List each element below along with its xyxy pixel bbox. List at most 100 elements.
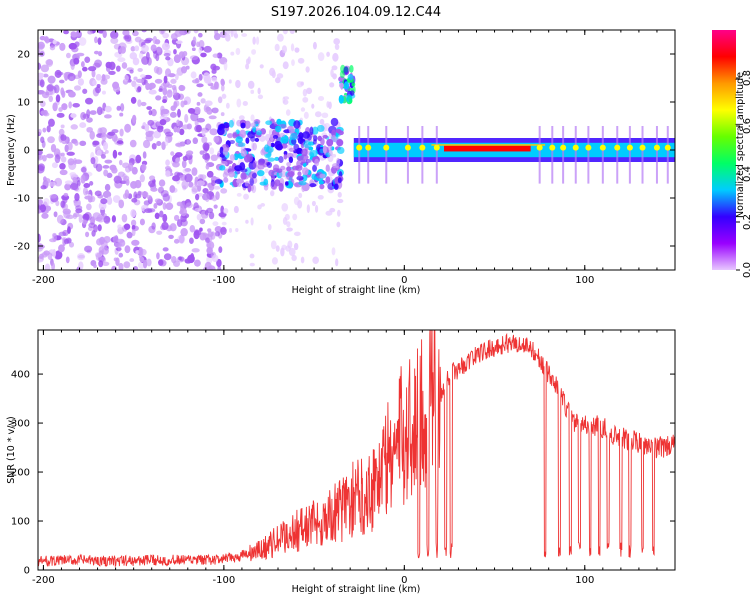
heatmap-cell	[144, 123, 150, 132]
heatmap-cell	[165, 56, 171, 61]
heatmap-cell	[266, 161, 273, 169]
heatmap-cell	[92, 79, 97, 86]
carrier-blob	[356, 144, 363, 151]
heatmap-cell	[291, 254, 297, 262]
heatmap-cell	[219, 146, 224, 155]
heatmap-cell	[164, 166, 171, 170]
colorbar-tick-label: 0.8	[742, 70, 750, 86]
heatmap-cell	[162, 247, 169, 252]
heatmap-cell	[228, 79, 232, 84]
heatmap-cell	[127, 162, 134, 172]
heatmap-cell	[58, 107, 63, 112]
heatmap-cell	[338, 130, 344, 136]
heatmap-cell	[38, 153, 44, 161]
heatmap-cell	[198, 73, 203, 81]
heatmap-cell	[218, 124, 223, 131]
heatmap-cell	[121, 213, 128, 223]
spectrogram-ytick-label: -10	[14, 194, 30, 205]
carrier-blob	[614, 144, 621, 151]
heatmap-cell	[106, 172, 113, 179]
heatmap-cell	[38, 44, 44, 49]
heatmap-cell	[133, 76, 138, 81]
heatmap-cell	[182, 50, 188, 57]
spectrogram-xtick-label: -200	[32, 275, 55, 286]
heatmap-cell	[214, 178, 223, 185]
heatmap-cell	[208, 211, 215, 220]
heatmap-cell	[162, 202, 167, 210]
heatmap-cell	[89, 110, 97, 115]
heatmap-cell	[297, 171, 302, 177]
heatmap-cell	[169, 223, 177, 232]
heatmap-cell	[202, 153, 210, 160]
heatmap-cell	[169, 111, 177, 118]
heatmap-cell	[191, 79, 200, 84]
heatmap-cell	[221, 156, 227, 162]
heatmap-cell	[233, 205, 239, 214]
heatmap-cell	[172, 161, 180, 168]
heatmap-cell	[317, 194, 324, 200]
heatmap-cell	[312, 256, 320, 265]
snr-frame	[37, 329, 676, 571]
heatmap-cell	[59, 169, 68, 176]
heatmap-cell	[213, 204, 218, 209]
heatmap-cell	[298, 132, 304, 140]
heatmap-cell	[268, 169, 275, 177]
heatmap-cell	[105, 149, 109, 154]
heatmap-cell	[240, 172, 247, 180]
heatmap-cell	[244, 181, 249, 187]
heatmap-cell	[82, 66, 88, 72]
heatmap-cell	[187, 107, 196, 114]
carrier-spike	[385, 126, 388, 184]
heatmap-cell	[196, 101, 201, 106]
heatmap-cell	[96, 106, 103, 116]
heatmap-cell	[235, 227, 239, 233]
heatmap-cell	[80, 166, 87, 173]
heatmap-cell	[272, 134, 279, 139]
carrier-blob	[419, 144, 426, 151]
heatmap-cell	[130, 96, 137, 104]
heatmap-cell	[245, 63, 250, 70]
snr-ytick-label: 0	[24, 566, 30, 577]
heatmap-cell	[135, 154, 142, 164]
heatmap-cell	[286, 227, 293, 232]
heatmap-cell	[154, 39, 161, 45]
heatmap-cell	[169, 185, 176, 193]
heatmap-cell	[204, 193, 210, 203]
heatmap-cell	[172, 86, 178, 96]
heatmap-cell	[297, 57, 305, 64]
heatmap-cell	[60, 134, 67, 141]
heatmap-cell	[322, 145, 327, 154]
heatmap-cell	[337, 209, 341, 217]
heatmap-cell	[79, 140, 87, 147]
carrier-spike	[435, 126, 438, 184]
heatmap-cell	[321, 112, 329, 119]
heatmap-cell	[163, 253, 172, 261]
heatmap-cell	[300, 256, 305, 264]
heatmap-cell	[211, 107, 219, 114]
heatmap-cell	[179, 128, 185, 136]
heatmap-cell	[263, 178, 269, 186]
heatmap-cell	[48, 95, 54, 103]
carrier-blob	[572, 144, 579, 151]
heatmap-cell	[161, 42, 170, 51]
heatmap-cell	[45, 59, 54, 66]
carrier-spike	[538, 126, 541, 184]
heatmap-cell	[204, 209, 209, 216]
heatmap-cell	[275, 245, 280, 252]
heatmap-cell	[306, 204, 310, 214]
heatmap-cell	[118, 199, 125, 209]
heatmap-cell	[223, 177, 229, 183]
heatmap-cell	[214, 30, 218, 37]
heatmap-cell	[203, 45, 212, 53]
heatmap-cell	[194, 125, 201, 133]
spectrogram-ylabel: Frequency (Hz)	[6, 114, 17, 186]
heatmap-cell	[165, 170, 171, 178]
heatmap-cell	[296, 147, 303, 155]
heatmap-cell	[319, 173, 326, 179]
heatmap-cell	[202, 187, 209, 194]
heatmap-cell	[184, 173, 193, 183]
heatmap-cell	[84, 195, 92, 200]
heatmap-cell	[255, 36, 260, 45]
spectrogram-ytick-label: 20	[17, 50, 30, 61]
